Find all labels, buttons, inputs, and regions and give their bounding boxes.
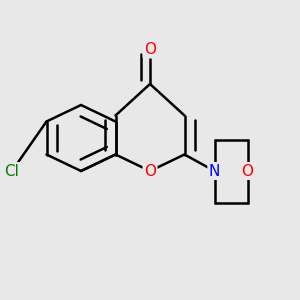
Text: O: O (144, 42, 156, 57)
Text: Cl: Cl (4, 164, 20, 178)
Text: O: O (242, 164, 254, 178)
Text: O: O (144, 164, 156, 178)
Text: N: N (209, 164, 220, 178)
